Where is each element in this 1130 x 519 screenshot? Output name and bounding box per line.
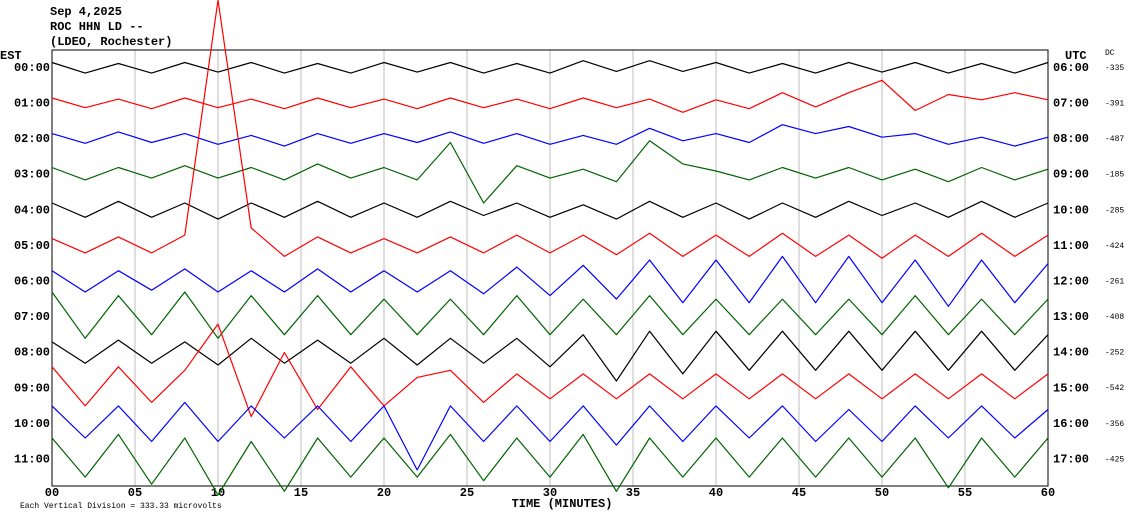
y2-tick-label: 14:00 [1053,346,1089,360]
y-tick-label: 05:00 [14,239,50,253]
dc-label: DC [1105,49,1115,58]
seismic-trace [51,140,1049,204]
y-tick-label: 01:00 [14,97,50,111]
dc-offset: -542 [1105,384,1124,393]
seismic-trace [51,433,1049,496]
x-tick-label: 45 [792,486,806,500]
dc-offset: -185 [1105,171,1124,180]
y2-tick-label: 16:00 [1053,417,1089,431]
x-axis-label: TIME (MINUTES) [512,497,613,511]
y-tick-label: 06:00 [14,275,50,289]
x-tick-label: 15 [294,486,308,500]
y2-tick-label: 06:00 [1053,61,1089,75]
x-tick-label: 40 [709,486,723,500]
x-tick-label: 55 [958,486,972,500]
y2-tick-label: 07:00 [1053,97,1089,111]
y2-tick-label: 11:00 [1053,239,1089,253]
y2-tick-label: 13:00 [1053,310,1089,324]
y-tick-label: 04:00 [14,203,50,217]
x-tick-label: 20 [377,486,391,500]
y-tick-label: 03:00 [14,168,50,182]
x-tick-label: 30 [543,486,557,500]
x-tick-label: 60 [1041,486,1055,500]
seismic-trace [51,323,1049,418]
y-tick-label: 08:00 [14,346,50,360]
y2-tick-label: 10:00 [1053,203,1089,217]
seismic-trace [51,79,1049,113]
x-tick-label: 35 [626,486,640,500]
dc-offset: -425 [1105,455,1124,464]
y-tick-label: 00:00 [14,61,50,75]
dc-offset: -285 [1105,206,1124,215]
y-tick-label: 02:00 [14,132,50,146]
x-tick-label: 10 [211,486,225,500]
dc-offset: -424 [1105,242,1124,251]
y-tick-label: 09:00 [14,381,50,395]
station-label: (LDEO, Rochester) [50,35,172,49]
seismic-trace [51,200,1049,220]
plot-frame [51,49,1049,487]
y2-tick-label: 09:00 [1053,168,1089,182]
seismic-trace [51,255,1049,307]
x-tick-label: 25 [460,486,474,500]
dc-offset: -261 [1105,277,1124,286]
seismic-trace [51,330,1049,382]
y-tick-label: 10:00 [14,417,50,431]
y2-tick-label: 12:00 [1053,275,1089,289]
seismic-trace [51,401,1049,471]
y2-axis-label: UTC [1065,49,1087,63]
y-tick-label: 11:00 [14,452,50,466]
seismic-trace [51,60,1049,74]
dc-offset: -408 [1105,313,1124,322]
x-tick-label: 50 [875,486,889,500]
y2-tick-label: 15:00 [1053,381,1089,395]
chart-title: Sep 4,2025 [50,5,122,19]
y2-tick-label: 17:00 [1053,452,1089,466]
dc-offset: -252 [1105,349,1124,358]
chart-subtitle: ROC HHN LD -- [50,20,144,34]
dc-offset: -335 [1105,64,1124,73]
dc-offset: -356 [1105,420,1124,429]
seismic-trace [51,124,1049,147]
y-tick-label: 07:00 [14,310,50,324]
dc-offset: -487 [1105,135,1124,144]
x-tick-label: 05 [128,486,142,500]
seismic-trace [51,291,1049,339]
scale-note: Each Vertical Division = 333.33 microvol… [20,502,222,511]
y-axis-label: EST [0,49,22,63]
seismic-trace [51,0,1049,259]
x-tick-label: 00 [45,486,59,500]
dc-offset: -391 [1105,99,1124,108]
y2-tick-label: 08:00 [1053,132,1089,146]
